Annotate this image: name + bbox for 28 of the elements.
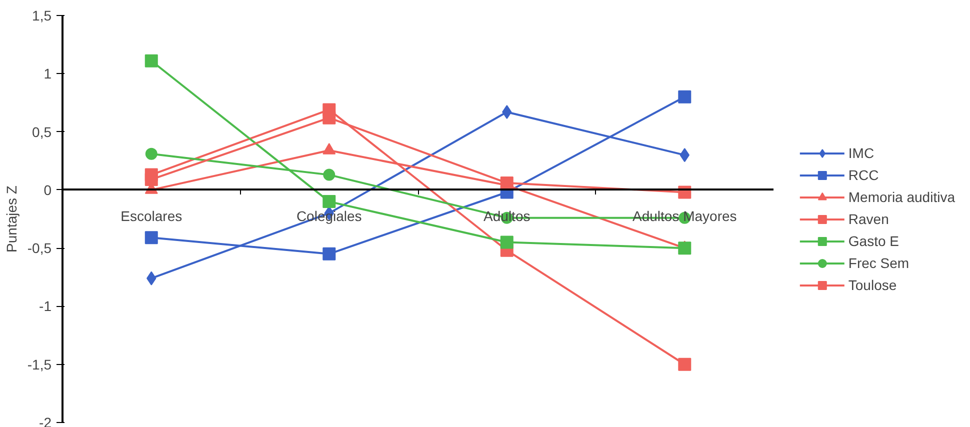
legend-label: Frec Sem <box>848 254 910 270</box>
legend-label: Memoria auditiva <box>848 188 955 204</box>
y-axis-title: Puntajes Z <box>3 185 20 252</box>
legend-label: Raven <box>848 210 889 226</box>
legend-label: IMC <box>848 144 874 160</box>
legend-label: Toulose <box>848 276 897 292</box>
point <box>144 172 158 186</box>
point <box>323 168 336 181</box>
point <box>144 54 158 68</box>
point <box>678 358 692 371</box>
point <box>145 148 158 160</box>
y-tick-label: -1 <box>39 298 52 314</box>
y-tick-label: -0,5 <box>27 240 52 256</box>
y-tick-label: 0 <box>44 182 52 198</box>
point <box>678 90 692 104</box>
point <box>322 111 336 124</box>
point <box>322 195 336 208</box>
y-tick-label: 1,5 <box>32 8 52 24</box>
point <box>322 247 336 260</box>
point <box>500 236 514 249</box>
point <box>144 231 158 244</box>
legend-label: RCC <box>848 166 879 182</box>
legend-label: Gasto E <box>848 232 899 248</box>
point <box>678 242 692 255</box>
y-tick-label: 1 <box>44 66 52 82</box>
y-tick-label: 0,5 <box>32 124 52 140</box>
x-tick-label: Escolares <box>120 208 182 224</box>
y-tick-label: -1,5 <box>27 356 52 372</box>
